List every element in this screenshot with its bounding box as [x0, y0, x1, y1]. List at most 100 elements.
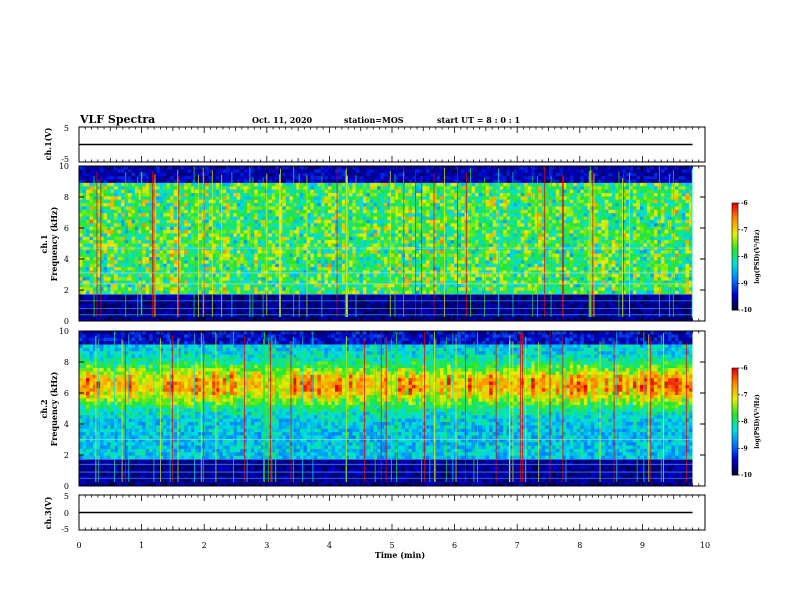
spectrogram-cell	[107, 317, 111, 322]
spectrogram-cell	[317, 256, 322, 261]
spectrogram-cell	[268, 223, 273, 228]
spectrogram-cell	[208, 233, 213, 238]
spectrogram-cell	[243, 270, 248, 275]
spectrogram-cell	[285, 169, 290, 174]
spectrogram-cell	[426, 209, 430, 214]
spectrogram-cell	[331, 297, 336, 302]
spectrogram-cell	[222, 290, 227, 295]
spectrogram-cell	[187, 172, 192, 177]
spectrogram-cell	[135, 236, 139, 241]
spectrogram-cell	[159, 233, 164, 238]
spectrogram-cell	[419, 196, 423, 201]
spectrogram-cell	[391, 213, 395, 217]
spectrogram-cell	[348, 287, 353, 292]
spectrogram-cell	[366, 199, 371, 204]
spectrogram-cell	[436, 223, 441, 228]
spectrogram-cell	[362, 233, 367, 238]
spectrogram-cell	[215, 294, 220, 298]
spectrogram-cell	[166, 240, 171, 244]
spectrogram-cell	[352, 236, 357, 241]
spectrogram-cell	[93, 223, 97, 228]
spectrogram-cell	[117, 294, 122, 298]
spectrogram-cell	[240, 226, 245, 231]
spectrogram-cell	[124, 310, 129, 315]
spectrogram-cell	[226, 226, 231, 231]
spectrogram-cell	[100, 256, 104, 261]
spectrogram-cell	[135, 300, 139, 305]
spectrogram-cell	[173, 277, 178, 281]
spectrogram-cell	[208, 182, 213, 187]
spectrogram-cell	[408, 263, 413, 268]
spectrogram-cell	[163, 304, 168, 308]
spectrogram-cell	[93, 203, 97, 207]
spectrogram-cell	[359, 192, 364, 197]
spectrogram-cell	[240, 209, 245, 214]
spectrogram-cell	[306, 310, 311, 315]
spectrogram-cell	[247, 250, 252, 255]
spectrogram-cell	[447, 233, 451, 238]
spectrogram-cell	[320, 310, 325, 315]
spectrogram-cell	[121, 307, 125, 312]
spectrogram-cell	[215, 196, 220, 201]
spectrogram-cell	[415, 310, 420, 315]
spectrogram-cell	[226, 297, 231, 302]
spectrogram-cell	[124, 209, 129, 214]
spectrogram-cell	[285, 219, 290, 224]
spectrogram-cell	[142, 226, 147, 231]
spectrogram-cell	[419, 307, 423, 312]
spectrogram-cell	[187, 290, 192, 295]
spectrogram-cell	[362, 243, 367, 248]
spectrogram-cell	[282, 176, 287, 180]
spectrogram-cell	[320, 280, 325, 285]
spectrogram-cell	[292, 226, 297, 231]
spectrogram-cell	[296, 219, 301, 224]
spectrogram-cell	[152, 216, 157, 221]
spectrogram-cell	[317, 196, 322, 201]
spectrogram-cell	[257, 260, 262, 265]
spectrogram-cell	[121, 304, 125, 308]
spectrogram-cell	[271, 310, 276, 315]
spectrogram-cell	[194, 206, 199, 211]
spectrogram-cell	[268, 256, 273, 261]
spectrogram-cell	[152, 176, 157, 180]
spectrogram-cell	[180, 233, 185, 238]
spectrogram-cell	[285, 263, 290, 268]
spectrogram-cell	[110, 304, 115, 308]
spectrogram-cell	[348, 206, 353, 211]
spectrogram-cell	[275, 186, 280, 190]
spectrogram-cell	[292, 300, 297, 305]
spectrogram-cell	[366, 280, 371, 285]
spectrogram-cell	[426, 226, 430, 231]
spectrogram-cell	[254, 310, 259, 315]
spectrogram-cell	[454, 290, 459, 295]
spectrogram-cell	[338, 253, 343, 258]
spectrogram-cell	[310, 230, 315, 234]
spectrogram-cell	[296, 176, 301, 180]
spectrogram-cell	[282, 314, 287, 319]
spectrogram-cell	[419, 290, 423, 295]
spectrogram-cell	[282, 196, 287, 201]
spectrogram-cell	[236, 203, 241, 207]
spectrogram-cell	[303, 209, 308, 214]
spectrogram-cell	[348, 236, 353, 241]
spectrogram-cell	[436, 209, 441, 214]
spectrogram-cell	[159, 280, 164, 285]
spectrogram-cell	[128, 283, 132, 288]
spectrogram-cell	[79, 273, 83, 278]
spectrogram-cell	[271, 294, 276, 298]
spectrogram-cell	[359, 297, 364, 302]
spectrogram-cell	[412, 172, 416, 177]
spectrogram-cell	[405, 307, 409, 312]
spectrogram-cell	[426, 182, 430, 187]
spectrogram-cell	[285, 314, 290, 319]
spectrogram-cell	[394, 243, 399, 248]
spectrogram-cell	[289, 166, 294, 170]
spectrogram-cell	[243, 186, 248, 190]
spectrogram-cell	[426, 196, 430, 201]
spectrogram-cell	[285, 253, 290, 258]
spectrogram-cell	[310, 256, 315, 261]
spectrogram-cell	[282, 256, 287, 261]
spectrogram-cell	[184, 307, 189, 312]
spectrogram-cell	[450, 253, 455, 258]
spectrogram-cell	[142, 216, 147, 221]
